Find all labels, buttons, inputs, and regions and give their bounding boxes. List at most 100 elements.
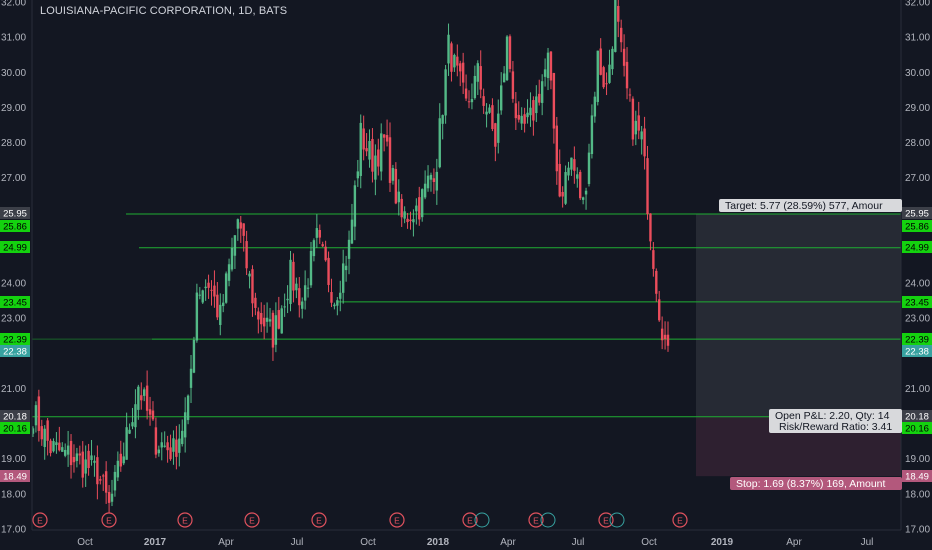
candle-body — [172, 438, 175, 452]
candle-body — [330, 292, 333, 303]
candles — [31, 0, 670, 517]
candle-body — [186, 395, 190, 421]
y-tick-label-left: 18.00 — [1, 489, 26, 500]
candle-body — [570, 157, 573, 170]
candle-body — [529, 107, 532, 116]
candle-body — [517, 114, 520, 120]
pnl-label: Open P&L: 2.20, Qty: 14 — [775, 410, 890, 422]
price-badge-left-text: 24.99 — [3, 243, 27, 254]
candle-body — [666, 334, 670, 346]
price-badge-left — [0, 470, 30, 482]
candle-body — [625, 61, 629, 89]
candle-body — [145, 385, 149, 411]
candle-body — [573, 159, 576, 171]
earnings-marker — [389, 512, 405, 528]
candle-body — [236, 219, 240, 229]
candle-body — [128, 429, 131, 434]
earnings-marker — [311, 512, 327, 528]
candle-body — [611, 48, 614, 70]
candle-body — [113, 471, 117, 491]
candle-body — [479, 66, 482, 90]
pnl-box — [769, 409, 902, 433]
candle-body — [268, 319, 272, 322]
earnings-marker-label: E — [182, 516, 188, 526]
candle-body — [37, 396, 41, 431]
candle-body — [347, 239, 351, 259]
price-badge-right-text: 20.18 — [905, 412, 929, 423]
candle-body — [160, 442, 163, 448]
price-badge-left-text: 20.18 — [3, 412, 27, 423]
candle-body — [514, 103, 518, 119]
candle-body — [622, 48, 626, 66]
candle-body — [58, 442, 61, 451]
candle-body — [564, 172, 567, 204]
candle-body — [119, 453, 122, 467]
candle-body — [579, 171, 582, 199]
price-badge-left-text: 22.39 — [3, 335, 27, 346]
candle-body — [210, 289, 213, 291]
candle-body — [614, 0, 617, 52]
earnings-marker-label: E — [603, 516, 609, 526]
candle-body — [546, 52, 550, 79]
candle-body — [110, 493, 114, 502]
y-tick-label-right: 31.00 — [905, 33, 930, 44]
candle-body — [183, 412, 187, 438]
candle-body — [271, 312, 275, 348]
candle-body — [423, 183, 427, 198]
candle-body — [61, 447, 64, 452]
candle-body — [605, 83, 608, 85]
candle-body — [438, 118, 441, 168]
candle-body — [356, 171, 360, 179]
candle-body — [178, 438, 181, 453]
candle-body — [391, 168, 395, 181]
y-tick-label-left: 21.00 — [1, 384, 26, 395]
candle-body — [122, 456, 125, 464]
candle-body — [365, 148, 368, 152]
candle-body — [406, 218, 409, 223]
y-tick-label-left: 24.00 — [1, 279, 26, 290]
price-badge-right-text: 23.45 — [905, 298, 929, 309]
x-tick-label: Apr — [218, 537, 234, 548]
candle-body — [43, 428, 46, 447]
y-tick-label-left: 32.00 — [1, 0, 26, 9]
candle-body — [649, 213, 652, 242]
candle-body — [368, 140, 371, 160]
candle-body — [576, 174, 579, 179]
candle-body — [192, 339, 196, 373]
earnings-marker — [462, 512, 478, 528]
price-badge-right-text: 18.49 — [905, 472, 929, 483]
price-badge-right-text: 25.86 — [905, 222, 929, 233]
y-tick-label-right: 32.00 — [905, 0, 930, 9]
candle-body — [72, 456, 76, 463]
x-tick-label: Apr — [500, 537, 516, 548]
candle-body — [131, 422, 134, 427]
x-tick-label: Oct — [77, 537, 93, 548]
candle-body — [107, 492, 111, 503]
candle-body — [412, 219, 415, 223]
candle-body — [207, 282, 210, 288]
candle-body — [34, 405, 38, 426]
price-badge-left — [0, 333, 30, 345]
candle-body — [415, 205, 418, 212]
candle-body — [444, 69, 447, 116]
candle-body — [333, 304, 336, 307]
candle-body — [219, 304, 222, 325]
candle-body — [658, 299, 661, 321]
candle-body — [388, 137, 392, 183]
candle-body — [488, 107, 491, 113]
candle-body — [52, 441, 55, 452]
target-zone — [696, 214, 901, 417]
candle-body — [55, 442, 58, 446]
candle-body — [441, 115, 444, 124]
x-tick-label: 2017 — [144, 537, 167, 548]
candle-body — [315, 228, 319, 238]
y-tick-label-left: 27.00 — [1, 173, 26, 184]
price-badge-left-text: 20.16 — [3, 424, 27, 435]
y-tick-label-right: 30.00 — [905, 68, 930, 79]
candle-body — [608, 64, 611, 83]
candle-body — [292, 261, 295, 291]
candle-body — [473, 75, 477, 99]
candle-body — [397, 191, 400, 203]
price-badge-right-text: 25.95 — [905, 209, 929, 220]
